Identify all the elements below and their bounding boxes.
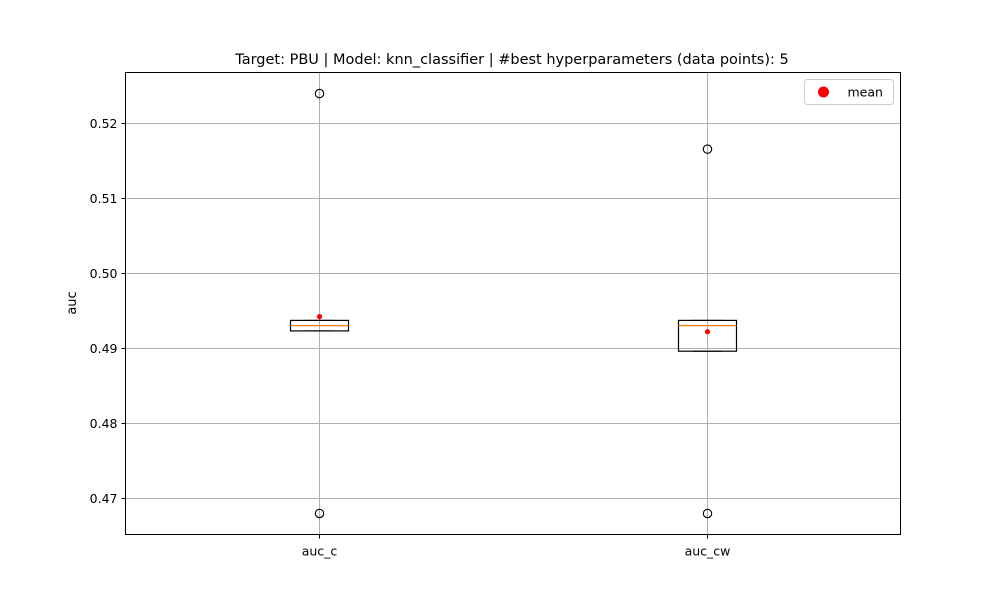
x-tick-label: auc_cw — [685, 544, 731, 559]
mean-marker — [316, 314, 323, 320]
legend-box — [804, 79, 894, 105]
y-tick-label: 0.49 — [90, 341, 118, 356]
y-tick-label: 0.50 — [90, 266, 118, 281]
outlier-point — [314, 508, 325, 519]
y-axis-label: auc — [65, 291, 80, 314]
legend-label-mean: mean — [848, 85, 883, 100]
y-tick-label: 0.51 — [90, 191, 118, 206]
y-tick-label: 0.52 — [90, 116, 118, 131]
mean-marker — [704, 329, 711, 335]
plot-frame — [125, 72, 901, 535]
y-tick-label: 0.48 — [90, 416, 118, 431]
box-group-auc_cw — [677, 144, 738, 519]
legend-marker-mean — [818, 86, 829, 98]
y-tick-label: 0.47 — [90, 491, 118, 506]
x-tick-label: auc_c — [302, 544, 338, 559]
outlier-point — [702, 508, 713, 519]
outlier-point — [314, 88, 325, 99]
box-iqr — [677, 319, 738, 352]
outlier-point — [702, 144, 713, 154]
chart-title: Target: PBU | Model: knn_classifier | #b… — [234, 52, 789, 68]
box-group-auc_c — [289, 88, 350, 519]
